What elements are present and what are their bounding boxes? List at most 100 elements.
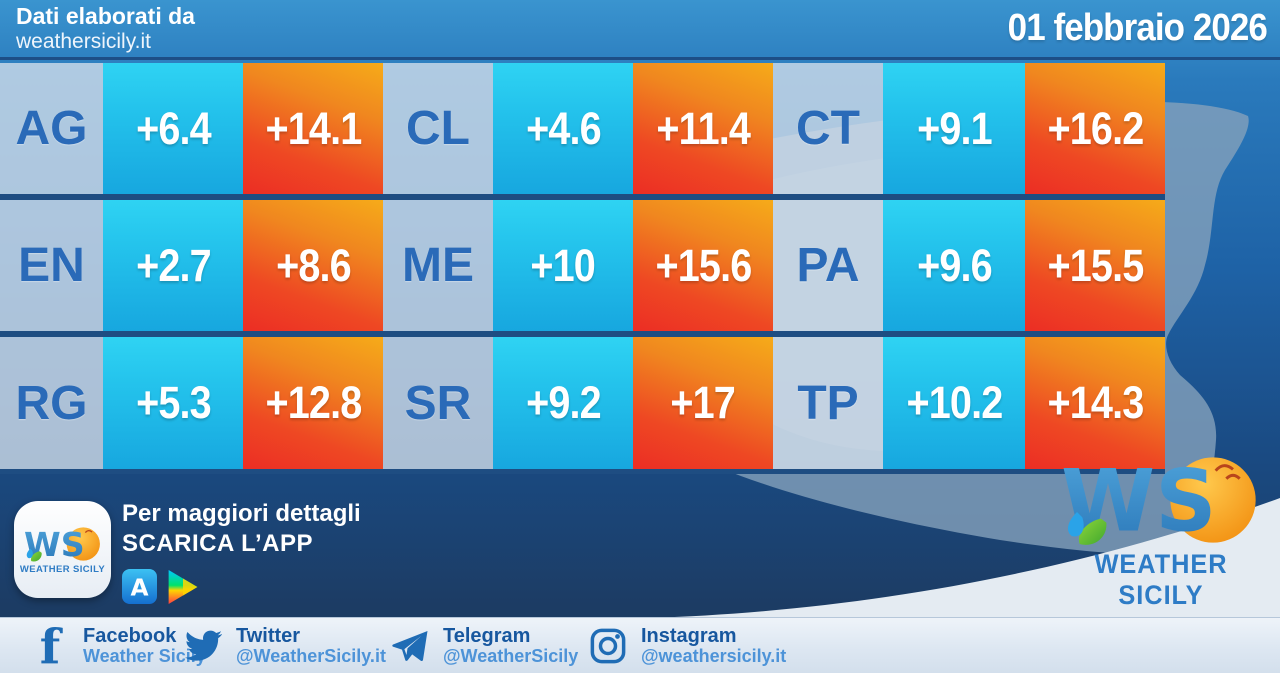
sun-icon [66,526,100,561]
ws-app-icon: WS Weather Sicily [14,501,111,598]
ws-logo-large: WS [1061,453,1256,552]
facebook-glyph: f [40,626,63,666]
app-store-glyph: A [130,573,148,601]
province-code: CL [383,63,493,194]
brand-name: Weather Sicily [1094,549,1228,610]
instagram-link[interactable]: Instagram @weathersicily.it [588,625,786,667]
province-code: TP [773,337,883,469]
sun-icon [1170,457,1256,543]
temp-min-value: +4.6 [525,102,602,154]
social-network-name: Twitter [236,625,301,647]
water-drop-icon [26,548,33,558]
province-code: CT [773,63,883,194]
temp-min-value: +9.2 [525,377,602,428]
credit-line1: Dati elaborati da [16,2,195,29]
bird-icon [84,529,93,533]
promo-line1: Per maggiori dettagli [122,500,361,527]
temp-max-cell: +17 [633,337,773,469]
ws-logo-icon: WS [24,525,100,563]
temp-min-cell: +2.7 [103,200,243,331]
temp-max-cell: +16.2 [1025,63,1165,194]
temp-max-cell: +14.1 [243,63,383,194]
temp-min-value: +2.7 [135,239,212,291]
data-credit: Dati elaborati da weathersicily.it [0,2,195,53]
temp-max-value: +15.5 [1047,239,1144,291]
temp-max-value: +12.8 [265,377,362,428]
credit-site: weathersicily.it [16,29,151,53]
leaf-icon [30,550,42,561]
telegram-link[interactable]: Telegram @WeatherSicily [390,625,578,667]
social-network-name: Facebook [83,625,177,647]
table-row: RG +5.3 +12.8 SR +9.2 +17 TP +10.2 +14.3 [0,337,1165,474]
twitter-link[interactable]: Twitter @WeatherSicily.it [183,625,386,667]
temp-min-value: +5.3 [135,377,212,428]
social-handle: @WeatherSicily [443,646,579,666]
leaf-icon [1078,518,1107,545]
social-network-name: Telegram [443,625,531,647]
telegram-icon [392,630,428,661]
temp-min-cell: +4.6 [493,63,633,194]
temp-max-cell: +15.5 [1025,200,1165,331]
temp-min-cell: +6.4 [103,63,243,194]
temp-min-cell: +5.3 [103,337,243,469]
header-bar: Dati elaborati da weathersicily.it 01 fe… [0,0,1280,60]
temp-max-cell: +8.6 [243,200,383,331]
temp-max-value: +11.4 [656,102,751,154]
temp-min-value: +9.1 [916,102,993,154]
temp-max-value: +8.6 [275,239,352,291]
social-handle: @WeatherSicily.it [236,646,386,666]
province-code: EN [0,200,103,331]
temp-max-value: +14.1 [265,102,362,154]
google-play-icon[interactable] [167,569,199,604]
weather-sicily-logo: WS Weather Sicily [1058,452,1264,611]
temp-min-value: +10 [530,239,596,291]
facebook-link[interactable]: f Facebook Weather Sicily [30,625,206,667]
social-network-name: Instagram [641,625,737,647]
birds-icon [1214,464,1241,480]
water-drop-icon [1067,512,1084,537]
facebook-icon: f [40,626,63,666]
light-swoosh [650,498,1280,618]
temp-max-value: +16.2 [1047,102,1144,154]
temp-min-value: +6.4 [135,102,212,154]
twitter-icon [185,630,222,661]
promo-text-block: Per maggiori dettagli SCARICA L’APP A [122,499,361,604]
table-row: EN +2.7 +8.6 ME +10 +15.6 PA +9.6 +15.5 [0,200,1165,337]
temp-max-value: +14.3 [1047,377,1144,428]
province-code: AG [0,63,103,194]
social-handle: Weather Sicily [83,646,206,666]
temp-min-cell: +10 [493,200,633,331]
temp-min-cell: +9.2 [493,337,633,469]
date-label: 01 febbraio 2026 [1007,7,1268,49]
temp-max-cell: +14.3 [1025,337,1165,469]
temp-min-value: +10.2 [906,377,1003,428]
facebook-text: Facebook Weather Sicily [83,625,206,667]
instagram-icon [590,628,626,664]
twitter-text: Twitter @WeatherSicily.it [236,625,386,667]
telegram-text: Telegram @WeatherSicily [443,625,578,667]
temp-min-value: +9.6 [916,239,993,291]
instagram-text: Instagram @weathersicily.it [641,625,786,667]
temp-max-value: +17 [670,377,736,428]
temp-max-cell: +11.4 [633,63,773,194]
promo-line2: SCARICA L’APP [122,530,313,557]
province-code: ME [383,200,493,331]
temp-max-cell: +12.8 [243,337,383,469]
social-handle: @weathersicily.it [641,646,787,666]
ws-app-caption: Weather Sicily [19,563,106,575]
province-code: RG [0,337,103,469]
temp-min-cell: +9.1 [883,63,1025,194]
temperature-table: AG +6.4 +14.1 CL +4.6 +11.4 CT +9.1 +16.… [0,63,1165,474]
table-row: AG +6.4 +14.1 CL +4.6 +11.4 CT +9.1 +16.… [0,63,1165,200]
social-footer: f Facebook Weather Sicily Twitter @Weath… [0,617,1280,673]
temp-min-cell: +9.6 [883,200,1025,331]
province-code: PA [773,200,883,331]
temp-max-cell: +15.6 [633,200,773,331]
store-badges: A [122,569,361,604]
temp-max-value: +15.6 [655,239,752,291]
app-promo-strip: WS Weather Sicily Per maggiori dettagli … [0,490,1280,617]
app-store-icon[interactable]: A [122,569,157,604]
province-code: SR [383,337,493,469]
temp-min-cell: +10.2 [883,337,1025,469]
